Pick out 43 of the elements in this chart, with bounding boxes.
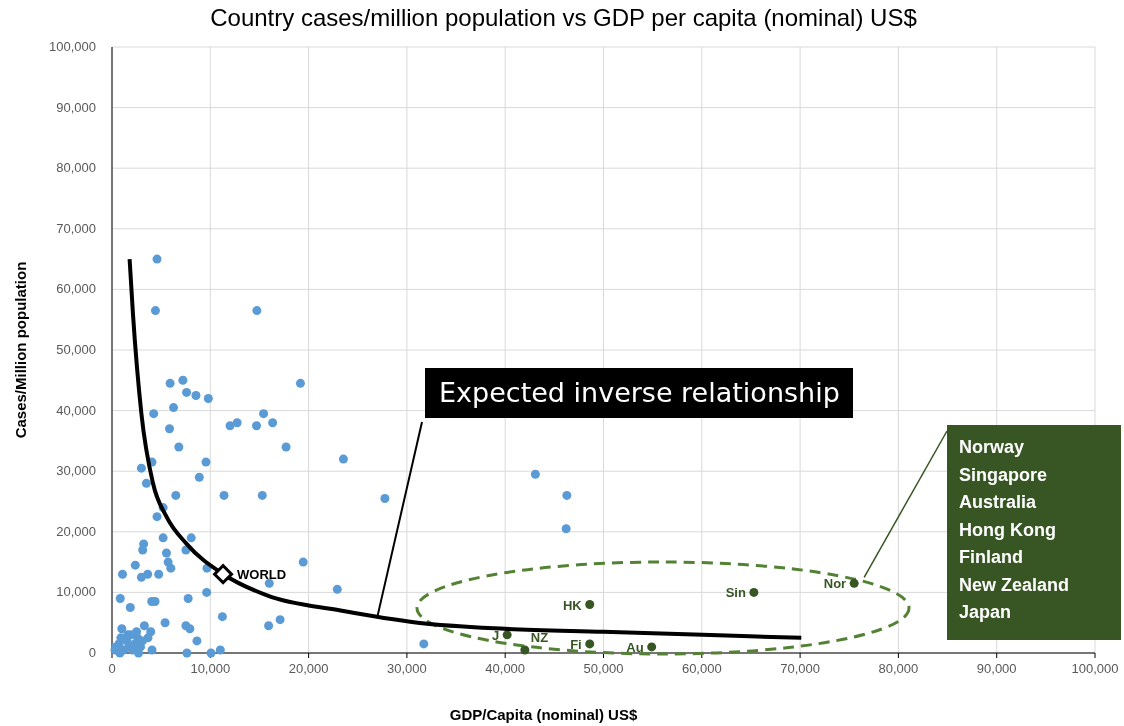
point <box>585 639 595 649</box>
y-tick-label: 50,000 <box>56 342 96 357</box>
x-tick-label: 10,000 <box>190 661 231 676</box>
point <box>585 600 595 610</box>
point <box>647 642 657 652</box>
annotation: Expected inverse relationship <box>439 377 840 408</box>
y-tick-label: 90,000 <box>56 99 96 115</box>
annotation: Norway Singapore Australia Hong Kong Finland New Zealand Japan <box>959 437 1070 622</box>
point <box>213 564 234 585</box>
data-label: WORLD <box>237 567 287 583</box>
data-label: Sin <box>725 585 746 601</box>
x-tick-label: 90,000 <box>976 661 1017 676</box>
x-tick-label: 20,000 <box>288 661 329 676</box>
data-label: Fi <box>570 636 582 652</box>
y-tick-label: 40,000 <box>56 402 96 418</box>
data-label: NZ <box>530 629 549 645</box>
chart-title: Country cases/million population vs GDP per capita (nominal) US$ <box>210 4 917 31</box>
y-tick-label: 20,000 <box>56 523 96 539</box>
y-tick-label: 80,000 <box>56 160 96 176</box>
data-label: J <box>491 627 500 643</box>
x-tick-label: 0 <box>108 661 116 676</box>
y-tick-label: 100,000 <box>49 39 96 54</box>
x-tick-label: 80,000 <box>878 661 919 676</box>
x-axis-title: GDP/Capita (nominal) US$ <box>449 706 638 723</box>
data-label: HK <box>562 597 583 613</box>
y-tick-label: 60,000 <box>56 281 96 297</box>
data-label: Nor <box>823 576 847 592</box>
x-tick-label: 100,000 <box>1071 661 1119 676</box>
y-tick-label: 10,000 <box>56 584 96 600</box>
x-tick-label: 50,000 <box>583 661 624 676</box>
point <box>520 645 530 655</box>
y-tick-label: 0 <box>88 645 96 660</box>
y-tick-label: 30,000 <box>56 463 96 479</box>
x-tick-label: 60,000 <box>681 661 722 676</box>
point <box>749 587 759 597</box>
point <box>849 578 859 588</box>
x-tick-label: 40,000 <box>485 661 526 676</box>
x-tick-label: 30,000 <box>387 661 427 676</box>
point <box>502 630 512 640</box>
y-axis-title: Cases/Million population <box>12 261 29 439</box>
x-tick-label: 70,000 <box>780 661 820 676</box>
y-tick-label: 70,000 <box>56 220 96 236</box>
data-label: Au <box>626 639 644 655</box>
